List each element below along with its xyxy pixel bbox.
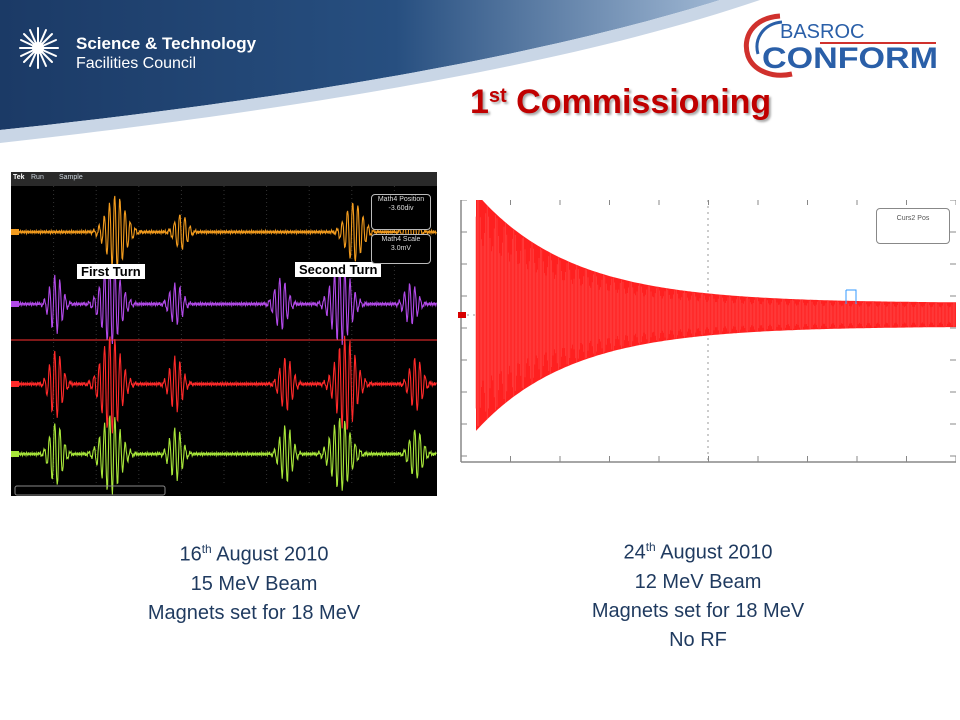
math-position-label: Math4 Position xyxy=(377,196,425,203)
right-caption: 24th August 2010 12 MeV Beam Magnets set… xyxy=(498,533,898,655)
right-date-day: 24 xyxy=(623,541,646,564)
logo-bottom-text: CONFORM xyxy=(762,42,938,75)
math-scale-value: 3.0mV xyxy=(390,245,412,252)
scope-traces xyxy=(11,186,437,496)
cursor-position-label: Curs2 Pos xyxy=(896,215,930,222)
first-turn-label: First Turn xyxy=(77,264,145,279)
decay-waveform-plot xyxy=(458,200,956,463)
math-position-box: Math4 Position -3.60div xyxy=(371,194,431,230)
decay-envelope xyxy=(476,200,956,431)
title-text: Commissioning xyxy=(516,83,772,121)
math-scale-label: Math4 Scale xyxy=(381,236,421,243)
scope-readout-box xyxy=(14,485,166,496)
left-date-month-year: August 2010 xyxy=(216,543,329,566)
scope-trace-channel-3 xyxy=(11,335,437,434)
decay-ringing xyxy=(475,200,956,426)
channel-marker-1 xyxy=(11,229,19,235)
header-banner xyxy=(0,0,760,143)
scope-acq-mode: Sample xyxy=(59,174,83,181)
right-caption-magnets: Magnets set for 18 MeV xyxy=(591,599,805,622)
math-scale-box: Math4 Scale 3.0mV xyxy=(371,234,431,264)
cursor-marker xyxy=(845,289,857,304)
channel-marker-4 xyxy=(11,451,19,457)
right-caption-date: 24th August 2010 xyxy=(498,533,898,568)
scope-run-state: Run xyxy=(31,174,44,181)
channel-marker-2 xyxy=(11,301,19,307)
channel-marker-3 xyxy=(11,381,19,387)
logo-top-text: BASROC xyxy=(780,21,864,43)
sunburst-icon xyxy=(19,27,59,69)
left-date-ordinal: th xyxy=(201,542,212,556)
right-caption-beam: 12 MeV Beam xyxy=(634,570,762,593)
left-caption: 16th August 2010 15 MeV Beam Magnets set… xyxy=(54,535,454,628)
channel-marker xyxy=(458,312,466,318)
slide-title: 1st Commissioning xyxy=(470,83,771,122)
org-name-line2: Facilities Council xyxy=(76,55,197,72)
left-caption-date: 16th August 2010 xyxy=(54,535,454,570)
title-ordinal-suffix: st xyxy=(488,85,507,107)
title-number: 1 xyxy=(470,83,489,121)
right-caption-rf: No RF xyxy=(669,628,727,651)
oscilloscope-capture: Tek Run Sample First Turn Second Turn Ma… xyxy=(11,172,437,496)
left-date-day: 16 xyxy=(179,543,202,566)
second-turn-label: Second Turn xyxy=(295,262,382,277)
right-date-ordinal: th xyxy=(645,540,656,554)
left-caption-magnets: Magnets set for 18 MeV xyxy=(147,601,361,624)
scope-trace-channel-4 xyxy=(11,415,437,495)
scope-status-bar: Tek Run Sample xyxy=(11,172,437,186)
right-date-month-year: August 2010 xyxy=(660,541,773,564)
left-caption-beam: 15 MeV Beam xyxy=(190,572,318,595)
basroc-conform-logo: BASROC CONFORM xyxy=(743,13,938,78)
cursor-position-box: Curs2 Pos xyxy=(876,208,950,244)
scope-trace-channel-2 xyxy=(11,263,437,345)
org-name-line1: Science & Technology xyxy=(76,34,257,53)
math-position-value: -3.60div xyxy=(388,205,414,212)
scope-brand: Tek xyxy=(13,174,25,181)
stfc-logo: Science & Technology Facilities Council xyxy=(18,22,268,74)
scope-trace-channel-1 xyxy=(11,195,437,269)
